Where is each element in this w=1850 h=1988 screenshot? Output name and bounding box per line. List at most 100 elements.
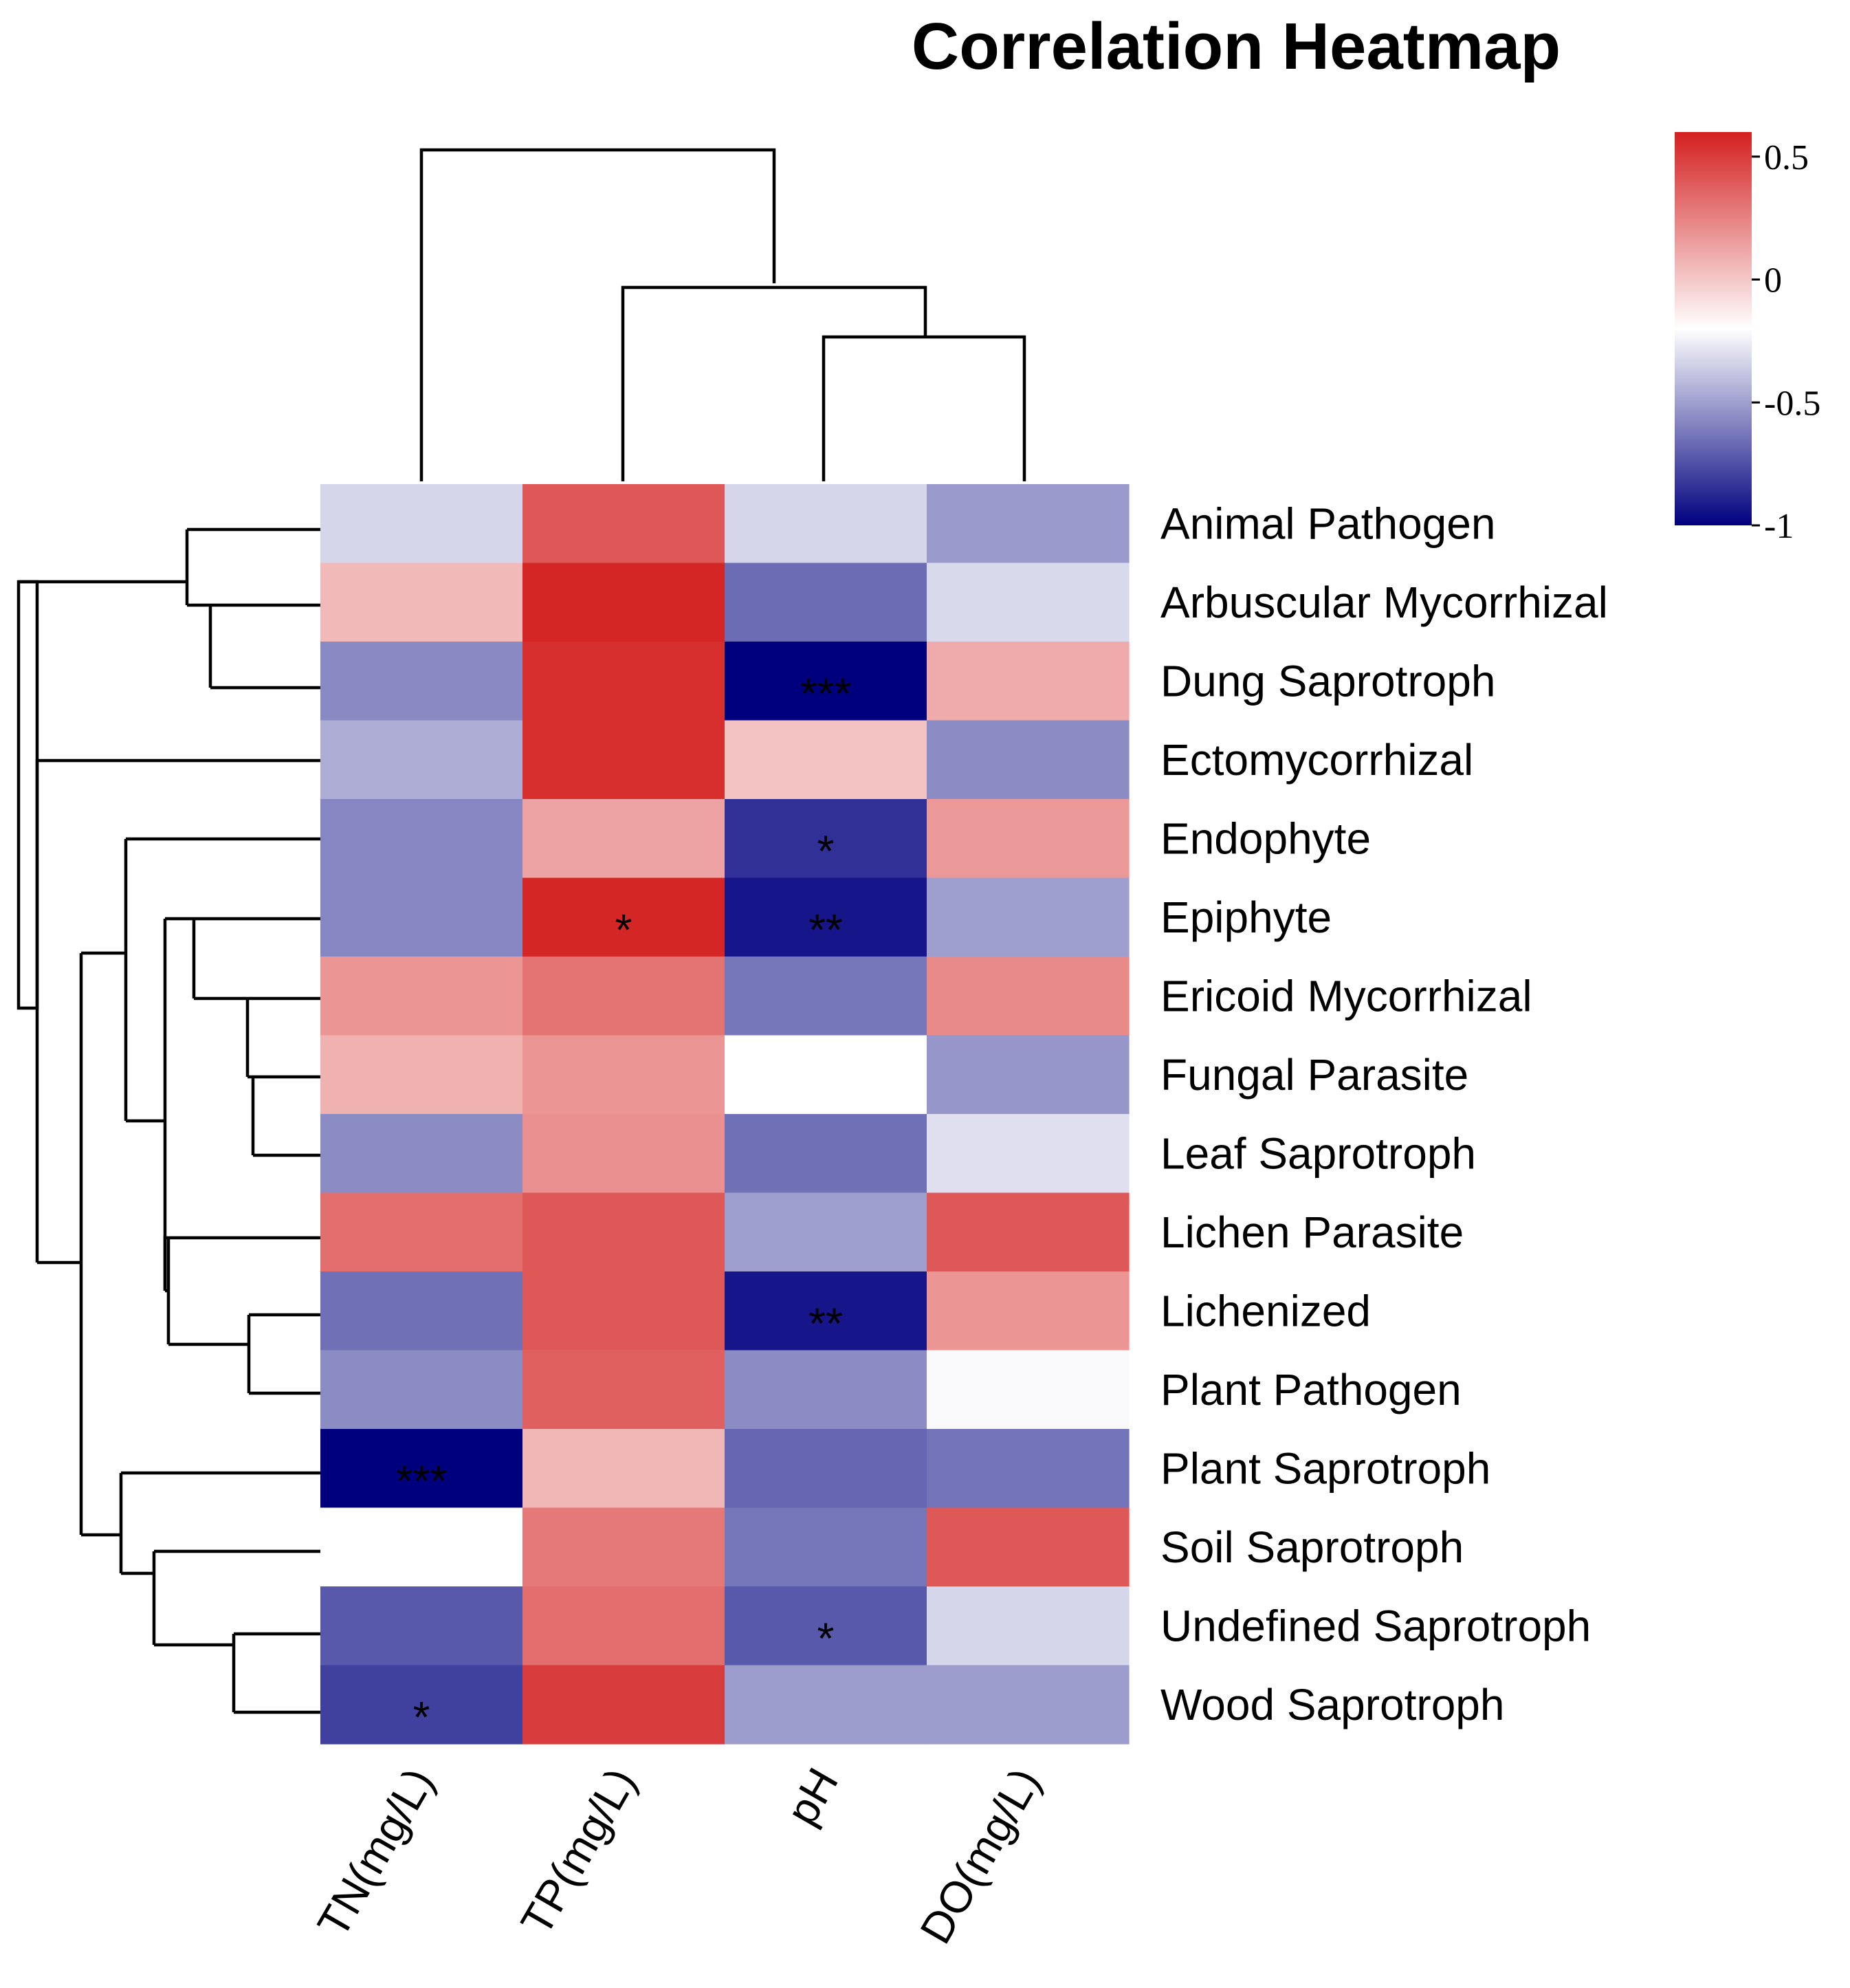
heat-cell (927, 799, 1130, 879)
heat-cell (927, 484, 1130, 564)
significance-mark: *** (396, 1456, 448, 1505)
row-label: Epiphyte (1160, 893, 1332, 942)
significance-mark: *** (800, 668, 852, 718)
row-dendro-ecto (35, 758, 320, 1008)
heat-cell (725, 957, 927, 1036)
heat-cell (725, 1271, 927, 1351)
heat-cell (725, 1192, 927, 1272)
column-label: TP(mg/L) (511, 1760, 646, 1943)
row-dendro-root (16, 580, 39, 1010)
heat-cell (522, 1665, 725, 1745)
row-label: Endophyte (1160, 813, 1371, 863)
heat-cell (927, 642, 1130, 721)
heat-cell (927, 877, 1130, 957)
row-label: Lichenized (1160, 1286, 1371, 1335)
heat-cell (927, 957, 1130, 1036)
heat-cell (522, 1192, 725, 1272)
heat-cell (522, 484, 725, 564)
column-label: pH (777, 1760, 848, 1833)
heat-cell (725, 1350, 927, 1430)
colorbar-ticks: 0.5 0 -0.5 -1 (1752, 138, 1820, 546)
heat-cell (320, 1035, 523, 1115)
heat-cell (725, 877, 927, 957)
heat-cell (725, 799, 927, 879)
heat-cell (320, 1192, 523, 1272)
row-label: Fungal Parasite (1160, 1050, 1468, 1100)
heat-cell (320, 1350, 523, 1430)
row-dendro-top-group (19, 527, 320, 690)
heat-cell (320, 720, 523, 800)
colorbar: 0.5 0 -0.5 -1 (1675, 132, 1820, 546)
significance-mark: ** (808, 905, 843, 954)
column-label: DO(mg/L) (910, 1760, 1050, 1952)
heat-cell (725, 1429, 927, 1509)
heat-cell (725, 1665, 927, 1745)
heat-cell (522, 720, 725, 800)
row-label: Ectomycorrhizal (1160, 735, 1473, 785)
heat-cell (522, 1114, 725, 1194)
row-label: Wood Saprotroph (1160, 1680, 1504, 1729)
row-labels: Animal Pathogen Arbuscular Mycorrhizal Dun… (1160, 499, 1608, 1729)
row-label: Soil Saprotroph (1160, 1522, 1464, 1572)
heat-cell (522, 877, 725, 957)
row-label: Undefined Saprotroph (1160, 1601, 1591, 1650)
col-dendro-ph-do (822, 335, 1026, 481)
row-label: Arbuscular Mycorrhizal (1160, 578, 1608, 627)
colorbar-tick-label: -1 (1764, 507, 1794, 546)
heat-cell (927, 1035, 1130, 1115)
row-label: Ericoid Mycorrhizal (1160, 971, 1532, 1020)
heat-cell (320, 957, 523, 1036)
heat-cell (725, 484, 927, 564)
colorbar-tick-label: 0 (1764, 261, 1782, 301)
row-label: Plant Pathogen (1160, 1365, 1462, 1414)
row-label: Plant Saprotroph (1160, 1443, 1490, 1493)
heat-cell (522, 642, 725, 721)
row-label: Dung Saprotroph (1160, 656, 1495, 706)
heatmap-cells (320, 484, 1130, 1745)
heat-cell (522, 957, 725, 1036)
heat-cell (725, 1114, 927, 1194)
heat-cell (320, 1114, 523, 1194)
heat-cell (320, 484, 523, 564)
row-label: Lichen Parasite (1160, 1208, 1464, 1257)
heat-cell (725, 1586, 927, 1666)
significance-mark: * (615, 905, 632, 954)
heat-cell (927, 1586, 1130, 1666)
row-label: Leaf Saprotroph (1160, 1128, 1476, 1178)
heat-cell (320, 1271, 523, 1351)
row-dendro-lichen (163, 1236, 320, 1395)
column-dendrogram (419, 148, 1026, 481)
heat-cell (927, 1350, 1130, 1430)
heat-cell (320, 799, 523, 879)
significance-marks: ***** ********* (396, 668, 852, 1742)
significance-mark: * (817, 1613, 835, 1663)
heat-cell (522, 1035, 725, 1115)
heat-cell (927, 1114, 1130, 1194)
column-labels: TN(mg/L) TP(mg/L) pH DO(mg/L) (308, 1760, 1050, 1952)
heat-cell (927, 1271, 1130, 1351)
heat-cell (320, 562, 523, 642)
heat-cell (927, 1429, 1130, 1509)
heat-cell (927, 1507, 1130, 1587)
heat-cell (725, 642, 927, 721)
heat-cell (927, 1192, 1130, 1272)
row-dendro-lower-main (35, 837, 320, 1535)
heat-cell (725, 1507, 927, 1587)
significance-mark: * (413, 1692, 430, 1742)
chart-title: Correlation Heatmap (912, 10, 1561, 83)
heat-cell (522, 1507, 725, 1587)
heat-cell (927, 562, 1130, 642)
colorbar-gradient (1675, 132, 1752, 525)
heat-cell (725, 720, 927, 800)
column-label: TN(mg/L) (308, 1760, 443, 1945)
col-dendro-tp-phdo (621, 285, 927, 481)
heat-cell (320, 1429, 523, 1509)
heat-cell (522, 562, 725, 642)
heat-cell (320, 642, 523, 721)
heat-cell (320, 1665, 523, 1745)
heat-cell (725, 1035, 927, 1115)
row-dendrogram (16, 527, 320, 1714)
heat-cell (927, 720, 1130, 800)
colorbar-tick-label: -0.5 (1764, 384, 1820, 423)
